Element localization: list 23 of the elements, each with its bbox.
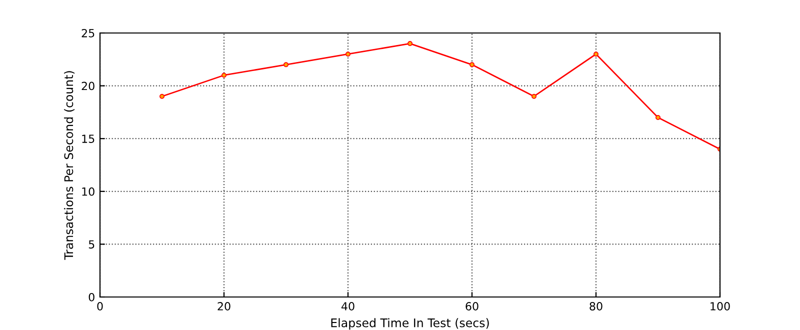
point: [593, 52, 599, 57]
y-axis-title: Transactions Per Second (count): [64, 71, 75, 260]
x-tick-label: 80: [590, 302, 602, 310]
y-tick-label: 10: [82, 187, 94, 196]
point: [531, 94, 537, 99]
point: [159, 94, 165, 99]
point: [345, 52, 351, 57]
y-tick-label: 5: [88, 240, 94, 249]
point: [469, 62, 475, 68]
point: [407, 41, 413, 46]
y-tick-label: 0: [88, 292, 94, 302]
point: [655, 114, 661, 120]
x-tick-label: 40: [341, 302, 354, 310]
y-tick-label: 25: [82, 28, 94, 38]
point: [283, 62, 289, 68]
x-tick-label: 100: [710, 302, 730, 310]
y-tick-label: 15: [82, 134, 94, 143]
point: [221, 72, 227, 78]
x-tick-label: 20: [218, 302, 230, 310]
x-tick-label: 60: [466, 302, 478, 310]
y-tick-label: 20: [82, 82, 94, 90]
x-tick-label: 0: [97, 302, 103, 310]
x-axis-title: Elapsed Time In Test (secs): [331, 318, 489, 330]
